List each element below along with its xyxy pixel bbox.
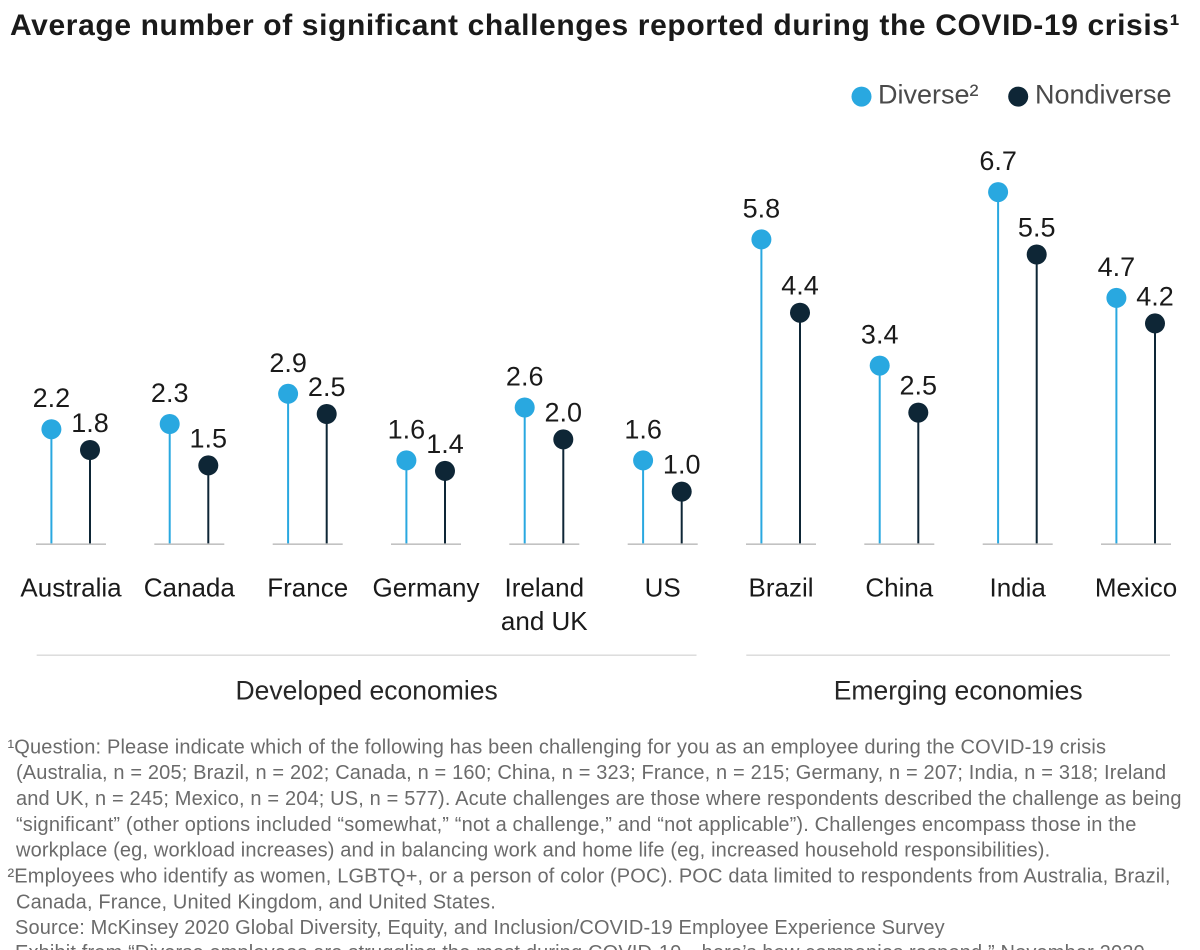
svg-text:5.8: 5.8 — [743, 193, 781, 223]
svg-text:China: China — [865, 573, 933, 603]
svg-text:and UK, n = 245; Mexico, n = 2: and UK, n = 245; Mexico, n = 204; US, n … — [16, 788, 1182, 810]
svg-text:Nondiverse: Nondiverse — [1035, 80, 1172, 110]
svg-text:US: US — [645, 573, 681, 603]
svg-text:Mexico: Mexico — [1095, 573, 1177, 603]
svg-text:Germany: Germany — [373, 573, 480, 603]
svg-text:1.0: 1.0 — [663, 450, 701, 480]
svg-text:²Employees who identify as wom: ²Employees who identify as women, LGBTQ+… — [8, 866, 1171, 888]
svg-text:4.4: 4.4 — [781, 271, 819, 301]
svg-text:India: India — [990, 573, 1047, 603]
svg-text:Canada: Canada — [144, 573, 236, 603]
svg-text:6.7: 6.7 — [979, 146, 1017, 176]
svg-text:2.0: 2.0 — [545, 397, 583, 427]
svg-text:2.6: 2.6 — [506, 362, 544, 392]
svg-text:workplace (eg, workload increa: workplace (eg, workload increases) and i… — [15, 840, 1050, 862]
svg-text:4.2: 4.2 — [1136, 281, 1174, 311]
svg-text:1.5: 1.5 — [190, 423, 228, 453]
svg-text:Emerging economies: Emerging economies — [834, 676, 1083, 706]
svg-text:(Australia, n = 205; Brazil, n: (Australia, n = 205; Brazil, n = 202; Ca… — [16, 762, 1166, 784]
svg-text:Brazil: Brazil — [748, 573, 813, 603]
svg-text:Exhibit from “Diverse employee: Exhibit from “Diverse employees are stru… — [15, 942, 1145, 950]
svg-text:1.6: 1.6 — [624, 414, 662, 444]
svg-text:5.5: 5.5 — [1018, 213, 1056, 243]
svg-text:“significant” (other options i: “significant” (other options included “s… — [16, 814, 1136, 836]
svg-text:2.2: 2.2 — [33, 383, 71, 413]
svg-text:and UK: and UK — [501, 606, 588, 636]
svg-text:Diverse²: Diverse² — [878, 80, 979, 110]
svg-text:Australia: Australia — [20, 573, 122, 603]
svg-text:1.4: 1.4 — [426, 429, 464, 459]
svg-text:2.9: 2.9 — [269, 348, 307, 378]
svg-text:2.5: 2.5 — [900, 371, 938, 401]
svg-text:2.3: 2.3 — [151, 378, 189, 408]
svg-text:Source: McKinsey 2020 Global D: Source: McKinsey 2020 Global Diversity, … — [15, 917, 945, 939]
svg-text:Canada, France, United Kingdom: Canada, France, United Kingdom, and Unit… — [16, 891, 496, 913]
svg-text:France: France — [267, 573, 348, 603]
svg-text:2.5: 2.5 — [308, 372, 346, 402]
svg-text:Ireland: Ireland — [505, 573, 585, 603]
svg-text:3.4: 3.4 — [861, 320, 899, 350]
svg-text:1.6: 1.6 — [388, 414, 426, 444]
svg-text:Average number of significant: Average number of significant challenges… — [10, 9, 1180, 42]
svg-text:1.8: 1.8 — [71, 408, 109, 438]
svg-text:Developed economies: Developed economies — [235, 676, 497, 706]
svg-text:4.7: 4.7 — [1098, 252, 1136, 282]
svg-text:¹Question: Please indicate whi: ¹Question: Please indicate which of the … — [8, 736, 1107, 758]
